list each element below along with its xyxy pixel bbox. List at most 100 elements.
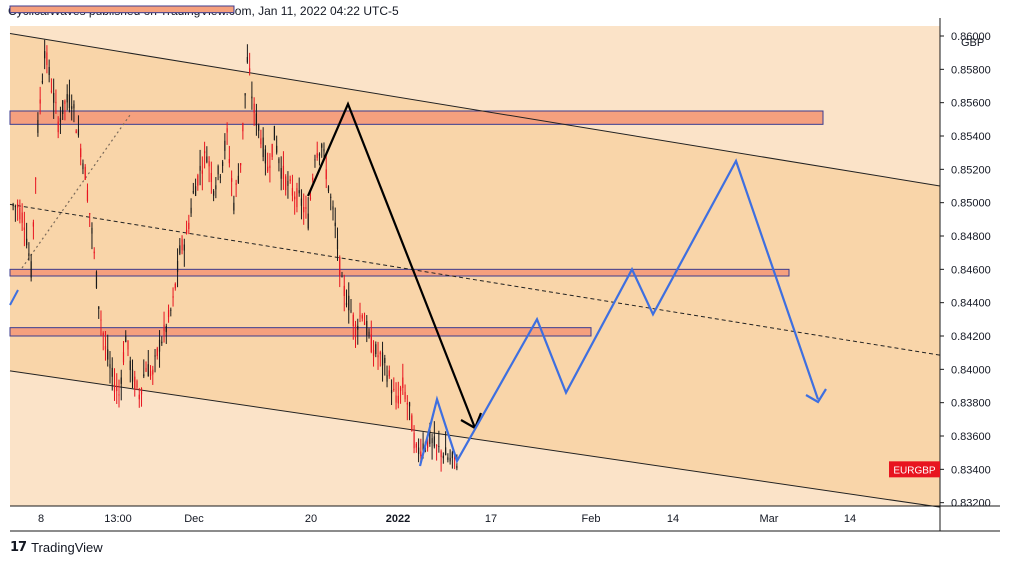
resistance-1-zone [9, 110, 824, 125]
candle-body [183, 244, 185, 251]
y-tick-label: 0.83200 [951, 498, 991, 510]
candle-body [287, 180, 289, 186]
candle-body [84, 166, 86, 180]
candle-body [21, 212, 23, 223]
candle-body [19, 207, 21, 220]
candle-body [109, 364, 111, 369]
candle-body [379, 352, 381, 355]
x-tick-label: 20 [305, 513, 317, 525]
candle-body [82, 163, 84, 170]
candle-body [188, 222, 190, 229]
candle-body [393, 388, 395, 390]
candle-body [436, 445, 438, 447]
candle-body [381, 352, 384, 366]
y-tick-label: 0.85400 [951, 131, 991, 143]
candle-body [26, 238, 28, 246]
candle-body [440, 451, 442, 458]
footer: 17 TradingView [10, 540, 103, 555]
candle-body [80, 148, 82, 158]
y-tick-label: 0.84200 [951, 331, 991, 343]
candle-body [352, 314, 354, 327]
candle-body [341, 276, 343, 278]
candle-body [415, 443, 417, 448]
candle-body [125, 335, 127, 342]
candle-body [300, 198, 303, 206]
candle-body [154, 355, 156, 357]
candle-body [86, 190, 89, 201]
candle-body [231, 178, 233, 182]
candle-body [163, 324, 165, 331]
candle-body [408, 402, 411, 407]
symbol-badge-label: EURGBP [893, 465, 936, 476]
candle-body [28, 253, 30, 256]
candle-body [363, 322, 366, 326]
candle-body [203, 151, 206, 154]
candle-body [37, 119, 39, 133]
candle-body [206, 156, 208, 163]
candle-body [95, 271, 98, 288]
x-tick-label: 8 [38, 513, 44, 525]
candle-body [91, 227, 93, 234]
x-tick-label: 14 [667, 513, 679, 525]
candle-body [111, 367, 113, 377]
candle-body [116, 385, 118, 391]
symbol-badge[interactable] [889, 461, 940, 478]
candle-body [242, 123, 244, 132]
candle-body [303, 206, 305, 213]
candle-body [46, 52, 48, 66]
candle-body [174, 283, 176, 289]
candle-body [215, 185, 217, 190]
candle-body [210, 172, 212, 183]
left-edge-stub [9, 289, 19, 306]
candle-body [282, 165, 285, 179]
candle-body [104, 346, 107, 350]
y-tick-label: 0.85600 [951, 98, 991, 110]
resistance-3-zone [9, 327, 592, 337]
candle-body [330, 196, 332, 198]
candle-body [35, 178, 37, 180]
candle-body [55, 101, 57, 104]
candle-body [246, 56, 248, 63]
y-tick-label: 0.85800 [951, 64, 991, 76]
candle-body [181, 239, 183, 251]
footer-brand[interactable]: TradingView [31, 540, 103, 555]
candle-body [143, 374, 145, 377]
y-tick-label: 0.85000 [951, 198, 991, 210]
projection-zigzag-line [418, 158, 820, 467]
candle-body [368, 331, 370, 337]
candle-body [309, 197, 312, 199]
candle-body [17, 204, 19, 208]
candle-body [201, 170, 203, 174]
candle-body [339, 256, 341, 277]
candle-body [71, 106, 73, 109]
candle-body [149, 370, 152, 376]
dotted-trendline [21, 114, 131, 269]
candle-body [176, 260, 179, 272]
candle-body [120, 377, 122, 384]
candle-body [422, 443, 424, 450]
candle-body [276, 145, 278, 153]
candle-body [375, 344, 377, 355]
candle-body [354, 324, 357, 338]
candle-body [273, 126, 276, 141]
candle-body [323, 149, 325, 152]
candle-body [233, 202, 235, 211]
candle-body [57, 121, 59, 133]
candle-body [12, 204, 14, 207]
candle-body [406, 402, 408, 405]
y-tick-label: 0.84800 [951, 231, 991, 243]
candle-body [336, 239, 339, 250]
candle-body [251, 96, 253, 99]
candle-body [372, 349, 375, 356]
candle-body [343, 285, 345, 296]
candle-body [192, 191, 194, 193]
y-tick-label: 0.86000 [951, 31, 991, 43]
candle-body [190, 207, 192, 214]
candle-body [30, 261, 32, 278]
candle-body [14, 205, 16, 208]
candle-body [134, 376, 136, 390]
candle-body [170, 309, 172, 311]
candle-body [278, 158, 280, 164]
candle-body [62, 100, 64, 114]
